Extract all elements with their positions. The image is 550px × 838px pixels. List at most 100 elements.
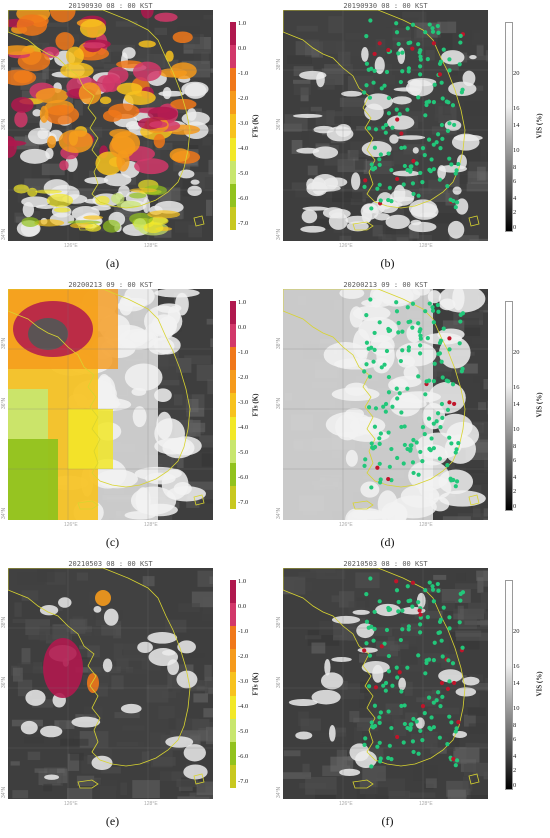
colorbar-segment — [230, 649, 236, 673]
colorbar-tick-label: 2 — [513, 488, 517, 496]
colorbar-tick-label: 6 — [513, 457, 517, 465]
station-clear — [386, 374, 392, 380]
map-image-b — [283, 10, 488, 241]
station-clear — [394, 386, 399, 391]
colorbar-tick-label: 8 — [513, 442, 517, 450]
station-clear — [372, 145, 378, 150]
station-clear — [366, 684, 372, 689]
station-clear — [362, 742, 367, 747]
station-clear — [367, 374, 373, 379]
station-clear — [386, 390, 392, 395]
station-clear — [377, 320, 382, 325]
station-clear — [364, 641, 369, 646]
map-frame — [283, 289, 488, 520]
station-clear — [377, 441, 382, 446]
station-clear — [431, 142, 436, 147]
station-clear — [453, 763, 458, 768]
latitude-label: 34°N — [276, 786, 282, 798]
colorbar-segment — [230, 485, 236, 509]
station-clear — [447, 626, 452, 631]
station-clear — [405, 386, 410, 391]
colorbar-tick-label: -4.0 — [238, 703, 249, 710]
station-clear — [417, 630, 423, 635]
station-clear — [406, 66, 412, 71]
station-fog — [373, 685, 379, 690]
colorbar-tick-label: 20 — [513, 349, 520, 356]
station-fog — [417, 608, 422, 613]
station-clear — [416, 321, 421, 326]
station-markers — [362, 576, 466, 769]
station-clear — [425, 615, 430, 620]
station-clear — [386, 430, 391, 435]
station-clear — [431, 167, 436, 172]
station-clear — [399, 424, 404, 430]
station-clear — [406, 69, 411, 74]
station-clear — [420, 146, 426, 151]
station-clear — [405, 305, 410, 310]
station-clear — [368, 297, 373, 302]
colorbar-segment — [230, 439, 236, 463]
station-clear — [425, 57, 430, 62]
station-clear — [379, 86, 384, 91]
station-clear — [400, 69, 405, 74]
station-clear — [378, 198, 383, 203]
longitude-label: 126°E — [64, 801, 78, 807]
longitude-label: 126°E — [339, 522, 353, 528]
colorbar-segment — [230, 183, 236, 207]
station-clear — [411, 470, 416, 476]
station-clear — [426, 657, 432, 662]
station-clear — [382, 362, 387, 367]
station-clear — [431, 446, 436, 451]
station-clear — [377, 461, 382, 466]
colorbar-title: VIS (%) — [535, 671, 544, 697]
station-fog — [395, 176, 400, 182]
station-clear — [386, 197, 391, 203]
station-clear — [368, 18, 373, 23]
map-image-e — [8, 568, 213, 799]
station-clear — [401, 740, 406, 745]
station-clear — [389, 198, 394, 204]
station-fog — [456, 719, 461, 725]
station-clear — [396, 51, 401, 56]
colorbar-tick-label: -6.0 — [238, 195, 249, 202]
station-clear — [390, 125, 395, 130]
colorbar-tick-label: 0.0 — [238, 324, 247, 331]
colorbar-tick-label: 2 — [513, 209, 517, 217]
station-clear — [362, 184, 367, 189]
station-clear — [410, 739, 416, 744]
colorbar-title: FTs (K) — [251, 672, 260, 696]
station-clear — [420, 459, 425, 464]
station-clear — [431, 320, 436, 325]
station-clear — [460, 87, 465, 92]
longitude-label: 128°E — [419, 522, 433, 528]
colorbar-title: VIS (%) — [535, 113, 544, 139]
colorbar-tick-label: 0 — [513, 223, 517, 231]
colorbar-tick-label: -3.0 — [238, 120, 249, 127]
colorbar-tick-label: -7.0 — [238, 778, 249, 785]
station-clear — [431, 100, 436, 105]
colorbar-segment — [230, 764, 236, 788]
station-clear — [437, 630, 443, 635]
station-clear — [460, 645, 465, 650]
station-clear — [362, 369, 367, 374]
station-clear — [432, 82, 437, 87]
station-clear — [416, 193, 421, 198]
colorbar-tick-label: -1.0 — [238, 628, 249, 635]
station-clear — [416, 751, 421, 756]
station-clear — [427, 22, 432, 27]
station-clear — [414, 161, 419, 166]
colorbar-tick-label: 0 — [513, 502, 517, 510]
station-clear — [437, 61, 443, 66]
station-clear — [383, 130, 388, 135]
station-clear — [384, 627, 390, 633]
station-clear — [416, 95, 421, 100]
station-clear — [386, 111, 392, 116]
station-clear — [366, 126, 372, 131]
panel-caption: (f) — [381, 814, 394, 828]
colorbar-segment — [230, 416, 236, 440]
station-clear — [373, 127, 379, 132]
latitude-label: 36°N — [1, 676, 7, 688]
colorbar-gradient — [505, 22, 513, 232]
latitude-label: 36°N — [276, 118, 282, 130]
station-clear — [384, 69, 390, 75]
